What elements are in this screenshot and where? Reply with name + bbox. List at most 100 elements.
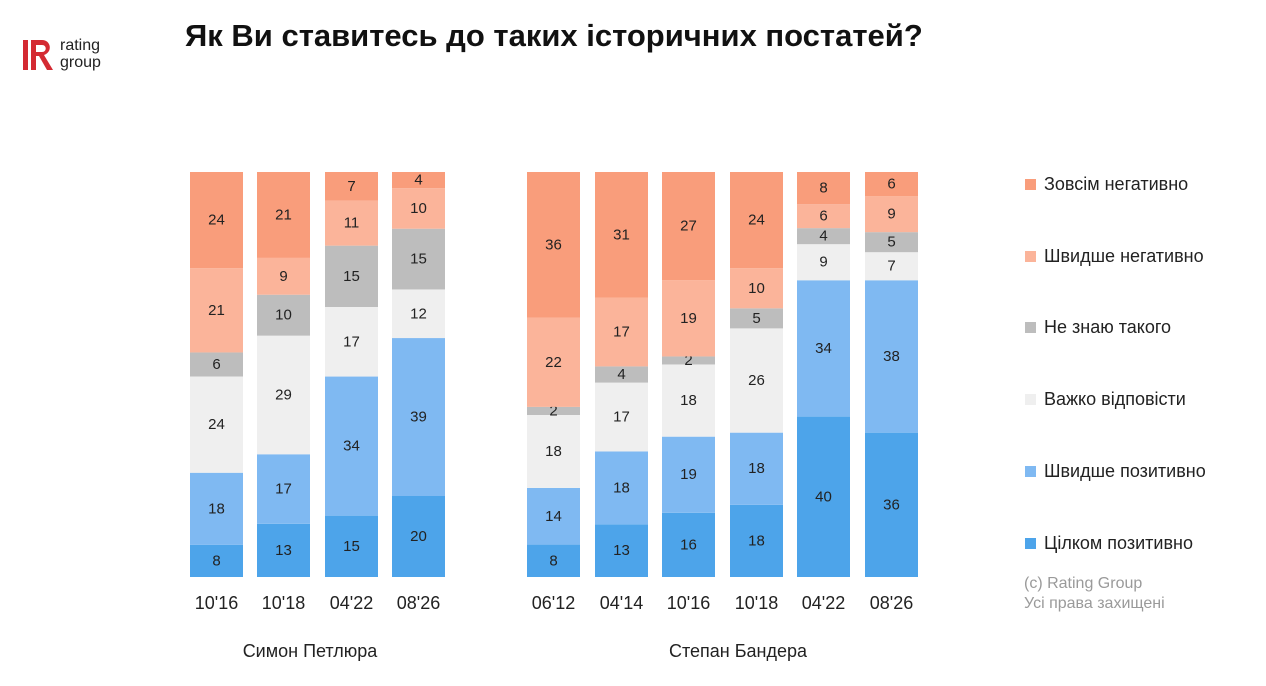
bar-segment (865, 232, 918, 253)
bar-segment (662, 364, 715, 437)
bar-segment (595, 366, 648, 383)
bar-segment (325, 307, 378, 377)
bar-segment (730, 308, 783, 329)
bar-segment (595, 297, 648, 367)
bar-segment (865, 252, 918, 281)
bar-segment (797, 228, 850, 245)
group-label: Степан Бандера (669, 641, 808, 661)
bar-segment (865, 172, 918, 197)
data-label: 6 (887, 176, 895, 193)
data-label: 8 (549, 552, 557, 569)
x-tick-label: 06'12 (532, 593, 575, 613)
bar-segment (325, 245, 378, 307)
bar-segment (257, 335, 310, 455)
data-label: 17 (275, 481, 292, 498)
bar-segment (190, 172, 243, 269)
data-label: 15 (343, 268, 360, 285)
data-label: 9 (279, 268, 287, 285)
data-label: 36 (883, 496, 900, 513)
bar-segment (527, 317, 580, 407)
legend-label: Швидше позитивно (1044, 461, 1206, 481)
data-label: 17 (613, 409, 630, 426)
legend-swatch (1025, 251, 1036, 262)
stacked-bar: 13 17 29 10 9 21 (257, 172, 310, 577)
data-label: 8 (212, 552, 220, 569)
data-label: 31 (613, 226, 630, 243)
bar-segment (325, 200, 378, 246)
data-label: 21 (208, 302, 225, 319)
bar-segment (527, 172, 580, 318)
legend-swatch (1025, 538, 1036, 549)
data-label: 7 (347, 178, 355, 195)
data-label: 13 (613, 542, 630, 559)
x-tick-label: 04'14 (600, 593, 643, 613)
data-label: 12 (410, 305, 427, 322)
x-tick-label: 04'22 (330, 593, 373, 613)
stacked-bar: 13 18 17 4 17 31 (595, 172, 648, 577)
data-label: 2 (684, 352, 692, 369)
bar-segment (392, 172, 445, 189)
bar-segment (595, 451, 648, 525)
data-label: 13 (275, 542, 292, 559)
x-tick-label: 08'26 (870, 593, 913, 613)
stacked-bar: 15 34 17 15 11 7 (325, 172, 378, 577)
data-label: 5 (887, 234, 895, 251)
data-label: 15 (410, 251, 427, 268)
logo-r-icon (23, 40, 53, 70)
stacked-bar: 18 18 26 5 10 24 (730, 172, 783, 577)
data-label: 4 (414, 172, 422, 189)
bar-segment (190, 472, 243, 545)
bar-segment (797, 244, 850, 281)
data-label: 9 (819, 254, 827, 271)
data-label: 18 (748, 460, 765, 477)
legend-label: Не знаю такого (1044, 317, 1172, 337)
data-label: 15 (343, 538, 360, 555)
x-tick-label: 04'22 (802, 593, 845, 613)
bar-segment (797, 172, 850, 205)
legend-label: Зовсім негативно (1044, 174, 1189, 194)
page-title: Як Ви ставитесь до таких історичних пост… (185, 18, 923, 53)
data-label: 8 (819, 180, 827, 197)
data-label: 18 (208, 500, 225, 517)
bar-segment (257, 454, 310, 524)
data-label: 19 (680, 310, 697, 327)
bar-segment (797, 416, 850, 577)
bar-segment (527, 544, 580, 577)
bar-segment (257, 523, 310, 577)
data-label: 10 (275, 307, 292, 324)
data-label: 16 (680, 536, 697, 553)
x-tick-label: 10'16 (667, 593, 710, 613)
stacked-bar: 16 19 18 2 19 27 (662, 172, 715, 577)
data-label: 18 (748, 532, 765, 549)
bar-segment (190, 544, 243, 577)
bar-segment (392, 496, 445, 577)
bar-segment (595, 524, 648, 577)
legend-label: Важко відповісти (1044, 389, 1186, 409)
data-label: 34 (815, 340, 832, 357)
bar-segment (865, 432, 918, 577)
stacked-bar: 40 34 9 4 6 8 (797, 172, 850, 577)
bar-segment (392, 188, 445, 229)
bar-segment (392, 338, 445, 496)
bar-segment (730, 504, 783, 577)
data-label: 21 (275, 206, 292, 223)
data-label: 6 (212, 356, 220, 373)
stacked-bar: 20 39 12 15 10 4 (392, 172, 445, 577)
bar-segment (190, 352, 243, 377)
copyright-line: (c) Rating Group (1024, 575, 1143, 592)
copyright-note: (c) Rating Group Усі права захищені (1024, 574, 1165, 614)
x-tick-label: 10'16 (195, 593, 238, 613)
bar-segment (392, 289, 445, 339)
data-label: 18 (613, 479, 630, 496)
data-label: 20 (410, 528, 427, 545)
data-label: 19 (680, 466, 697, 483)
data-label: 17 (343, 333, 360, 350)
data-label: 40 (815, 488, 832, 505)
stacked-bar: 36 38 7 5 9 6 (865, 172, 918, 577)
bar-segment (730, 432, 783, 505)
bar-segment (595, 172, 648, 298)
legend-swatch (1025, 394, 1036, 405)
data-label: 6 (819, 208, 827, 225)
logo-word-group: group (60, 54, 101, 71)
data-label: 26 (748, 372, 765, 389)
